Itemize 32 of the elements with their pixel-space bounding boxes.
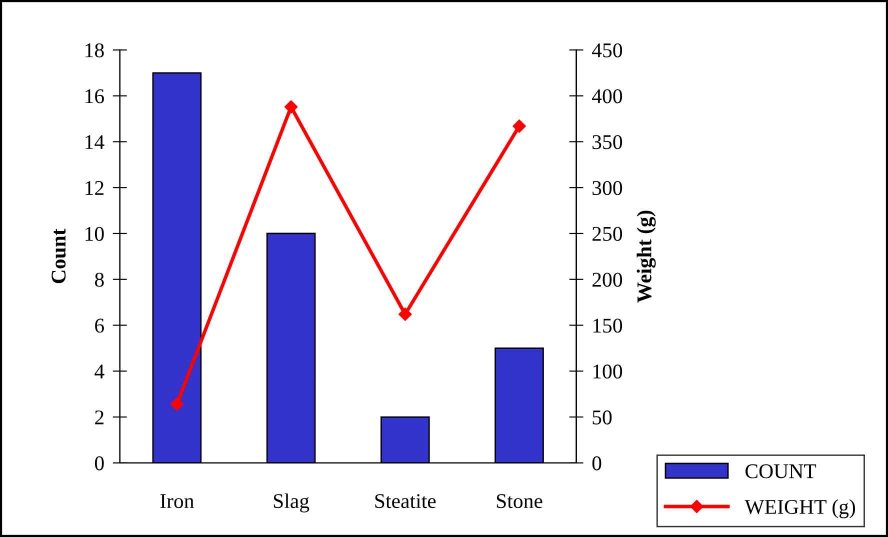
y-tick-label: 18 [86, 43, 104, 58]
legend-label: COUNT [746, 464, 816, 478]
y-axis-title: Count [52, 228, 66, 284]
point [398, 308, 412, 321]
y2-tick-label: 400 [592, 89, 622, 104]
legend-label: WEIGHT (g) [744, 499, 856, 518]
y-tick-label: 16 [86, 89, 104, 104]
y-tick-label: 8 [94, 272, 104, 287]
y-tick-label: 10 [86, 226, 104, 241]
x-tick-label: Stone [496, 494, 542, 508]
y2-tick-label: 0 [592, 456, 602, 470]
y2-tick-label: 350 [592, 135, 622, 150]
y2-tick-label: 200 [592, 272, 622, 287]
point [512, 120, 526, 133]
y-tick-label: 0 [94, 456, 104, 470]
y-tick-label: 2 [95, 410, 104, 424]
y-tick-label: 4 [94, 364, 104, 378]
y2-tick-label: 50 [592, 410, 612, 424]
y-tick-label: 14 [86, 135, 104, 149]
y-tick-label: 12 [86, 181, 104, 195]
x-tick-label: Iron [160, 494, 194, 508]
x-tick-label: Slag [274, 493, 310, 512]
y2-axis-title: Weight (g) [636, 210, 656, 303]
point [170, 398, 184, 411]
y-tick-label: 6 [95, 318, 104, 333]
point [284, 100, 298, 114]
y2-tick-label: 150 [593, 318, 622, 333]
y2-tick-label: 450 [592, 43, 622, 58]
x-tick-label: Steatite [375, 494, 436, 508]
y2-tick-label: 250 [592, 226, 622, 241]
y2-tick-label: 100 [593, 364, 622, 379]
y2-tick-label: 300 [592, 180, 622, 196]
